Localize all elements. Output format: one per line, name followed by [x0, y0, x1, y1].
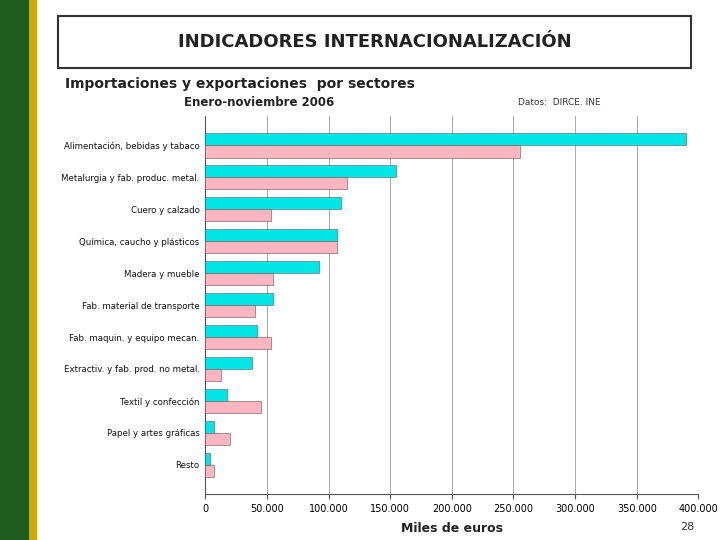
Bar	[205, 273, 273, 285]
Bar	[205, 369, 221, 381]
Bar	[205, 453, 210, 465]
Text: Datos:  DIRCE. INE: Datos: DIRCE. INE	[518, 98, 601, 107]
Bar	[205, 465, 214, 477]
Text: Enero-noviembre 2006: Enero-noviembre 2006	[184, 96, 334, 109]
Bar	[205, 133, 686, 145]
Bar	[205, 357, 252, 369]
Text: Importaciones y exportaciones  por sectores: Importaciones y exportaciones por sector…	[65, 77, 415, 91]
Bar	[205, 337, 271, 349]
Bar	[205, 165, 396, 177]
Bar	[205, 293, 273, 305]
Bar	[205, 389, 228, 401]
Bar	[205, 210, 271, 221]
Bar	[205, 145, 520, 158]
Bar	[205, 241, 337, 253]
Bar	[205, 401, 261, 413]
Bar	[205, 177, 347, 190]
Text: 28: 28	[680, 522, 695, 532]
Bar	[205, 325, 257, 337]
X-axis label: Miles de euros: Miles de euros	[401, 522, 503, 535]
Bar	[205, 197, 341, 210]
Bar	[205, 421, 214, 433]
Text: INDICADORES INTERNACIONALIZACIÓN: INDICADORES INTERNACIONALIZACIÓN	[178, 33, 571, 51]
Bar	[205, 305, 255, 317]
Bar	[205, 433, 230, 445]
Bar	[205, 229, 337, 241]
Bar	[205, 261, 319, 273]
